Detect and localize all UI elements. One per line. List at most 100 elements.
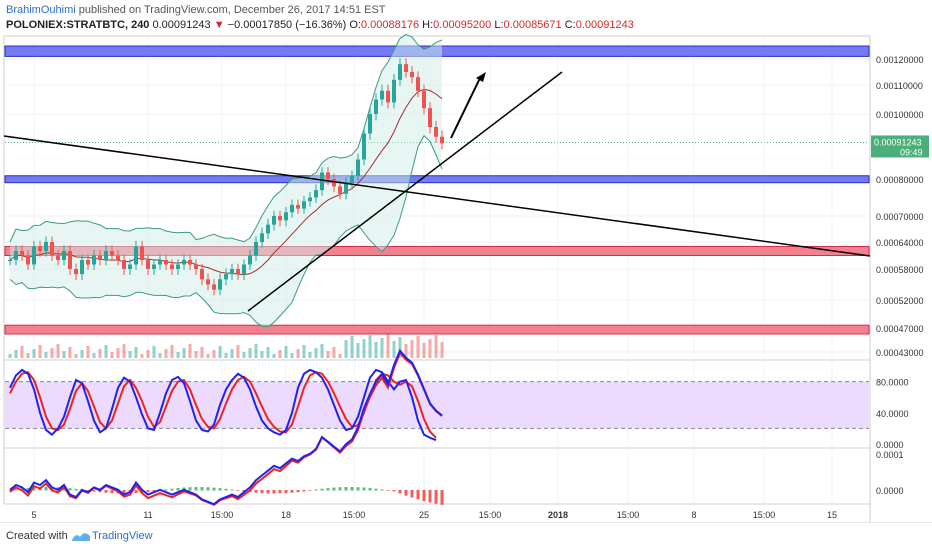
candle-body [182, 260, 186, 265]
macd-histogram-bar [386, 490, 390, 491]
volume-bar [296, 349, 300, 358]
author-link[interactable]: BrahimOuhimi [6, 4, 76, 16]
candle-body [110, 251, 114, 256]
candle-body [374, 99, 378, 114]
candle-body [368, 114, 372, 134]
volume-bar [134, 347, 138, 358]
candle-body [116, 255, 120, 260]
candle-body [140, 246, 144, 260]
candle-body [224, 274, 228, 280]
macd-histogram-bar [236, 490, 240, 491]
candle-body [236, 269, 240, 275]
lower-band [9, 134, 443, 328]
low-label: L: [494, 19, 504, 31]
candle-body [212, 284, 216, 290]
candle-body [386, 90, 390, 103]
candle-body [266, 224, 270, 234]
volume-bar [218, 346, 222, 358]
macd-histogram-bar [224, 488, 228, 491]
candle-body [302, 201, 306, 209]
candle-body [422, 90, 426, 109]
candle-body [434, 127, 438, 137]
volume-bar [14, 350, 18, 358]
candle-body [260, 233, 264, 242]
stochastic-rsi [5, 368, 869, 442]
price-tick-label: 0.00058000 [876, 265, 924, 275]
volume-bar [380, 338, 384, 358]
macd-histogram-bar [320, 488, 324, 491]
symbol-label[interactable]: POLONIEX:STRATBTC, 240 [6, 19, 150, 31]
macd-histogram-bar [302, 490, 306, 492]
high-value: 0.00095200 [433, 19, 492, 31]
tradingview-link[interactable]: TradingView [92, 530, 153, 542]
candle-body [392, 79, 396, 103]
macd-histogram-bar [284, 490, 288, 494]
volume-bar [398, 337, 402, 358]
volume-bar [290, 353, 294, 358]
candle-body [320, 172, 324, 191]
volume-bar [32, 349, 36, 358]
candle-body [194, 264, 198, 269]
volume-bar [242, 352, 246, 358]
time-tick-label: 18 [281, 510, 291, 520]
macd-histogram-bar [146, 490, 150, 493]
macd-histogram-bar [152, 490, 156, 492]
volume-bar [26, 353, 30, 358]
volume-bar [74, 354, 78, 358]
time-tick-label: 15:00 [211, 510, 234, 520]
macd-histogram-bar [140, 490, 144, 493]
candle-body [8, 260, 12, 261]
chart-area[interactable]: 0.00120000 0.00110000 0.00100000 0.00080000… [0, 34, 932, 522]
macd-histogram-bar [416, 490, 420, 500]
trend-lines[interactable] [3, 71, 871, 312]
candle-body [26, 255, 30, 265]
time-tick-label: 15:00 [343, 510, 366, 520]
macd-histogram-bar [356, 487, 360, 491]
macd-histogram-bar [314, 489, 318, 491]
price-axis[interactable] [870, 36, 930, 504]
candle-body [290, 204, 294, 213]
macd-histogram-bar [332, 487, 336, 491]
volume-bar [266, 347, 270, 358]
volume-bar [110, 352, 114, 358]
volume-bar [146, 350, 150, 358]
candle-body [242, 264, 246, 275]
low-value: 0.00085671 [503, 19, 562, 31]
macd-histogram-bar [434, 490, 438, 504]
macd-histogram-bar [212, 487, 216, 491]
volume-bar [302, 345, 306, 358]
candle-body [362, 133, 366, 160]
volume-bar [20, 346, 24, 358]
candle-body [62, 251, 66, 260]
macd-histogram-bar [350, 487, 354, 491]
volume-bar [332, 347, 336, 358]
candle-body [296, 204, 300, 209]
candle-body [176, 264, 180, 269]
macd-histogram-bar [122, 490, 126, 494]
volume-bar [44, 352, 48, 358]
down-arrow-icon: ▼ [213, 19, 225, 31]
macd-histogram-bar [392, 490, 396, 492]
volume-bar [92, 353, 96, 358]
macd-histogram-bar [344, 487, 348, 491]
volume-bar [128, 351, 132, 358]
volume-bar [314, 348, 318, 358]
upper-band [9, 34, 443, 243]
volume-bar [68, 347, 72, 358]
price-tick-label: 0.00052000 [876, 296, 924, 306]
volume-bar [260, 351, 264, 358]
arrow-head-icon [476, 72, 486, 82]
macd-tick-label: 0.0001 [876, 450, 904, 460]
volume-bar [158, 353, 162, 358]
candle-body [356, 159, 360, 176]
macd-histogram-bar [194, 487, 198, 491]
macd-histogram-bar [176, 488, 180, 491]
candle-body [44, 242, 48, 251]
stoch-tick-label: 80.0000 [876, 378, 909, 388]
publish-line: BrahimOuhimi published on TradingView.co… [6, 4, 386, 16]
ohlc-line: POLONIEX:STRATBTC, 240 0.00091243 ▼ −0.0… [6, 19, 634, 31]
price-tick-label: 0.00043000 [876, 348, 924, 358]
candle-body [164, 260, 168, 265]
volume-bar [356, 343, 360, 358]
tradingview-logo-icon[interactable] [70, 528, 92, 544]
